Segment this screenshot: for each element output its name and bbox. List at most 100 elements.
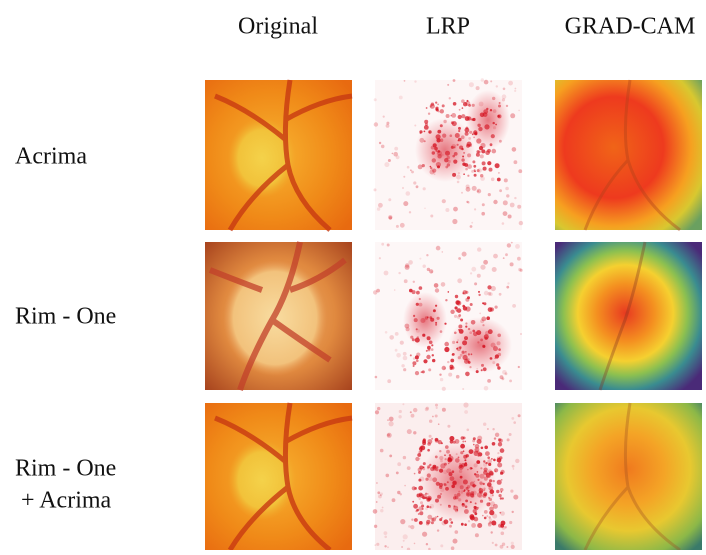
relevance-dot xyxy=(481,364,484,367)
relevance-dot xyxy=(439,450,441,452)
relevance-dot xyxy=(489,498,492,501)
relevance-dot xyxy=(412,501,414,503)
relevance-dot xyxy=(497,480,502,485)
relevance-dot xyxy=(460,319,463,322)
relevance-dot xyxy=(442,387,446,391)
relevance-dot xyxy=(481,78,484,81)
relevance-dot xyxy=(491,286,496,291)
relevance-dot xyxy=(374,98,377,101)
relevance-dot xyxy=(471,320,476,325)
relevance-dot xyxy=(392,153,394,155)
relevance-dot xyxy=(471,523,476,528)
relevance-dot xyxy=(480,154,484,158)
relevance-dot xyxy=(478,294,480,296)
lrp-image xyxy=(373,402,522,550)
relevance-dot xyxy=(462,441,464,443)
relevance-dot xyxy=(419,258,421,260)
relevance-dot xyxy=(437,104,439,106)
relevance-dot xyxy=(492,149,497,154)
relevance-dot xyxy=(470,303,473,306)
relevance-dot xyxy=(425,507,428,510)
relevance-dot xyxy=(431,348,434,351)
relevance-dot xyxy=(411,519,413,521)
relevance-dot xyxy=(437,495,441,499)
relevance-dot xyxy=(462,156,464,158)
relevance-dot xyxy=(498,105,501,108)
relevance-dot xyxy=(435,102,437,104)
relevance-dot xyxy=(374,188,377,191)
relevance-dot xyxy=(384,536,387,539)
relevance-dot xyxy=(377,491,380,494)
relevance-dot xyxy=(474,132,477,135)
relevance-dot xyxy=(483,367,487,371)
relevance-dot xyxy=(518,366,520,368)
relevance-dot xyxy=(498,179,500,181)
relevance-dot xyxy=(377,407,380,410)
relevance-dot xyxy=(518,110,520,112)
relevance-dot xyxy=(389,417,394,422)
relevance-dot xyxy=(476,460,480,464)
relevance-dot xyxy=(444,342,449,347)
relevance-dot xyxy=(431,146,435,150)
relevance-dot xyxy=(462,388,464,390)
relevance-dot xyxy=(457,181,460,184)
relevance-dot xyxy=(404,485,406,487)
relevance-dot xyxy=(471,353,473,355)
relevance-dot xyxy=(414,518,418,522)
relevance-dot xyxy=(469,366,471,368)
relevance-dot xyxy=(462,252,467,257)
relevance-dot xyxy=(465,441,467,443)
relevance-dot xyxy=(493,459,496,462)
relevance-dot xyxy=(506,194,509,197)
relevance-dot xyxy=(512,465,515,468)
relevance-dot xyxy=(442,199,446,203)
relevance-dot xyxy=(497,341,501,345)
relevance-dot xyxy=(494,437,496,439)
relevance-dot xyxy=(375,376,378,379)
relevance-dot xyxy=(445,445,449,449)
relevance-dot xyxy=(374,525,377,528)
relevance-dot xyxy=(463,480,468,485)
relevance-dot xyxy=(476,370,479,373)
relevance-dot xyxy=(458,127,461,130)
relevance-dot xyxy=(460,354,463,357)
relevance-dot xyxy=(491,343,496,348)
relevance-dot xyxy=(426,254,428,256)
relevance-dot xyxy=(490,494,494,498)
relevance-dot xyxy=(469,144,472,147)
relevance-dot xyxy=(414,487,417,490)
original-image xyxy=(205,242,352,390)
relevance-dot xyxy=(399,410,402,413)
relevance-dot xyxy=(486,316,490,320)
gradcam-image xyxy=(555,403,702,550)
relevance-dot xyxy=(444,454,446,456)
relevance-dot xyxy=(452,173,456,177)
relevance-dot xyxy=(458,457,460,459)
relevance-dot xyxy=(417,336,419,338)
relevance-dot xyxy=(515,459,519,463)
original-image xyxy=(205,403,352,550)
relevance-dot xyxy=(480,176,485,181)
relevance-dot xyxy=(437,516,439,518)
relevance-dot xyxy=(480,500,483,503)
relevance-dot xyxy=(427,449,430,452)
relevance-dot xyxy=(510,203,515,208)
relevance-dot xyxy=(416,509,419,512)
relevance-dot xyxy=(435,322,437,324)
relevance-dot xyxy=(454,146,456,148)
relevance-dot xyxy=(464,489,466,491)
relevance-dot xyxy=(472,186,477,191)
row-labels: Acrima Rim - One Rim - One + Acrima xyxy=(15,144,116,514)
relevance-dot xyxy=(432,466,437,471)
relevance-dot xyxy=(427,493,429,495)
row-label: Acrima xyxy=(15,144,87,170)
relevance-dot xyxy=(377,207,380,210)
relevance-dot xyxy=(425,478,428,481)
relevance-dot xyxy=(376,543,379,546)
relevance-dot xyxy=(403,356,408,361)
relevance-dot xyxy=(384,531,388,535)
relevance-dot xyxy=(503,88,506,91)
relevance-dot xyxy=(469,449,474,454)
relevance-dot xyxy=(452,341,455,344)
relevance-dot xyxy=(502,98,505,101)
